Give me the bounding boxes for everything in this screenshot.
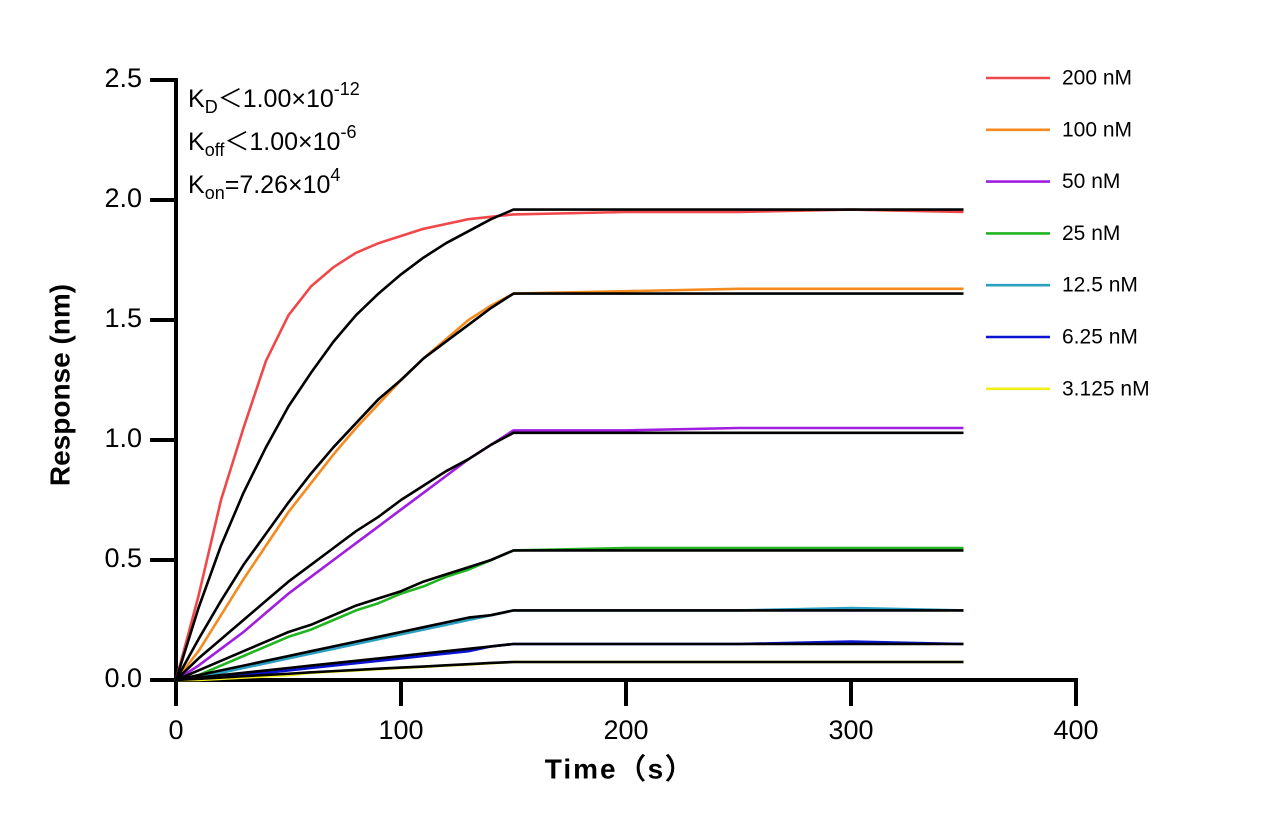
annotation-text: =7.26×10 bbox=[225, 171, 331, 199]
legend-label: 50 nM bbox=[1062, 170, 1120, 193]
fit-line bbox=[175, 549, 964, 682]
legend-label: 3.125 nM bbox=[1062, 377, 1150, 400]
annotation: Koff＜1.00×10-6 bbox=[188, 122, 356, 160]
y-tick-label: 0.0 bbox=[104, 663, 142, 693]
x-tick-label: 200 bbox=[603, 715, 648, 745]
fit-line bbox=[175, 660, 964, 682]
y-tick-label: 1.5 bbox=[104, 303, 142, 333]
data-line bbox=[174, 208, 964, 681]
fit-line bbox=[174, 292, 964, 681]
x-tick-label: 100 bbox=[378, 715, 423, 745]
x-tick-label: 0 bbox=[168, 715, 183, 745]
legend-label: 25 nM bbox=[1062, 222, 1120, 245]
annotation-base: K bbox=[188, 171, 205, 199]
x-tick-label: 300 bbox=[828, 715, 873, 745]
legend-label: 12.5 nM bbox=[1062, 274, 1138, 297]
annotation-sup: 4 bbox=[330, 165, 340, 185]
y-tick-label: 2.0 bbox=[104, 183, 142, 213]
legend-label: 100 nM bbox=[1062, 118, 1132, 141]
annotation-text: ＜1.00×10 bbox=[218, 85, 334, 113]
fit-line bbox=[175, 642, 964, 682]
y-axis-title: Response (nm) bbox=[44, 284, 75, 486]
annotation-text: ＜1.00×10 bbox=[224, 128, 340, 156]
annotation-base: K bbox=[188, 128, 205, 156]
y-tick-label: 2.5 bbox=[104, 63, 142, 93]
data-line bbox=[175, 546, 964, 682]
x-tick-label: 400 bbox=[1053, 715, 1098, 745]
annotation: KD＜1.00×10-12 bbox=[188, 79, 360, 117]
annotation-sub: D bbox=[205, 97, 218, 117]
legend-label: 200 nM bbox=[1062, 67, 1132, 90]
annotation-sup: -12 bbox=[334, 79, 360, 99]
data-line bbox=[174, 287, 964, 681]
annotation-sup: -6 bbox=[340, 122, 356, 142]
legend-label: 6.25 nM bbox=[1062, 326, 1138, 349]
fit-line bbox=[175, 431, 964, 681]
data-line bbox=[175, 426, 964, 682]
x-axis-title: Time（s） bbox=[545, 752, 695, 784]
y-tick-label: 0.5 bbox=[104, 543, 142, 573]
annotation: Kon=7.26×104 bbox=[188, 165, 340, 203]
annotation-sub: on bbox=[205, 183, 225, 203]
annotation-sub: off bbox=[205, 140, 226, 160]
y-tick-label: 1.0 bbox=[104, 423, 142, 453]
fit-line bbox=[175, 609, 964, 682]
annotation-base: K bbox=[188, 85, 205, 113]
fit-line bbox=[174, 208, 964, 681]
